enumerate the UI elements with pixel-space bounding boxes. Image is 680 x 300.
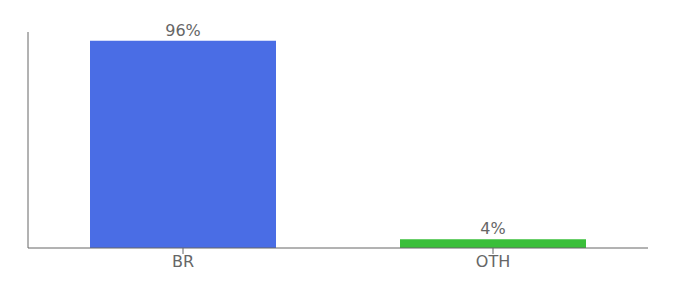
svg-text:BR: BR (172, 252, 194, 271)
svg-text:96%: 96% (165, 21, 201, 40)
svg-text:4%: 4% (480, 219, 505, 238)
svg-text:OTH: OTH (476, 252, 510, 271)
